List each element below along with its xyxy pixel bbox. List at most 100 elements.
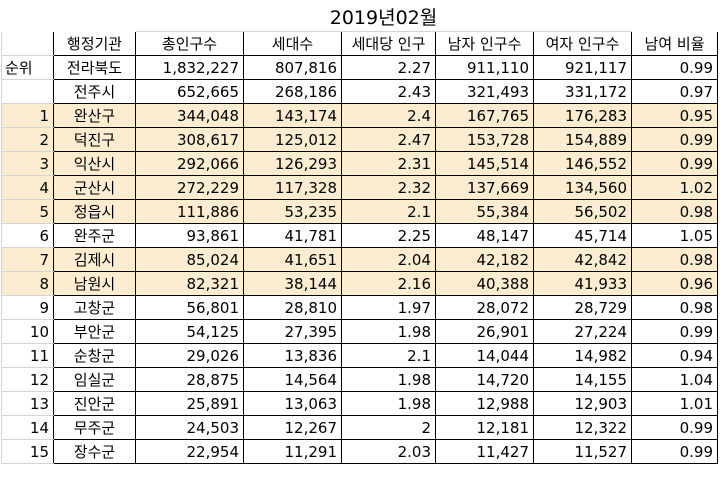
female-cell[interactable]: 331,172 <box>532 79 633 104</box>
ratio-cell[interactable]: 0.94 <box>631 343 719 368</box>
ratio-cell[interactable]: 0.98 <box>631 295 719 320</box>
header-households[interactable]: 세대수 <box>243 31 342 56</box>
ratio-cell[interactable]: 0.97 <box>631 79 719 104</box>
female-cell[interactable]: 134,560 <box>532 175 633 200</box>
org-cell[interactable]: 군산시 <box>53 175 136 200</box>
sheet-title[interactable]: 2019년02월 <box>134 0 633 32</box>
ratio-cell[interactable]: 0.99 <box>631 415 719 440</box>
ratio-cell[interactable]: 0.99 <box>631 55 719 80</box>
female-cell[interactable]: 27,224 <box>532 319 633 344</box>
ratio-cell[interactable]: 1.04 <box>631 367 719 392</box>
rank-cell[interactable] <box>1 79 54 104</box>
households-cell[interactable]: 53,235 <box>243 199 342 224</box>
total-cell[interactable]: 22,954 <box>135 439 244 464</box>
female-cell[interactable]: 56,502 <box>532 199 633 224</box>
male-cell[interactable]: 145,514 <box>435 151 534 176</box>
rank-cell[interactable]: 8 <box>1 271 54 296</box>
rank-cell[interactable]: 7 <box>1 247 54 272</box>
blank-cell[interactable] <box>631 0 719 32</box>
per-household-cell[interactable]: 2.1 <box>341 199 436 224</box>
rank-cell[interactable]: 순위 <box>1 55 54 80</box>
org-cell[interactable]: 완주군 <box>53 223 136 248</box>
male-cell[interactable]: 26,901 <box>435 319 534 344</box>
male-cell[interactable]: 11,427 <box>435 439 534 464</box>
rank-cell[interactable]: 15 <box>1 439 54 464</box>
total-cell[interactable]: 85,024 <box>135 247 244 272</box>
ratio-cell[interactable]: 1.01 <box>631 391 719 416</box>
org-cell[interactable]: 김제시 <box>53 247 136 272</box>
org-cell[interactable]: 완산구 <box>53 103 136 128</box>
male-cell[interactable]: 321,493 <box>435 79 534 104</box>
households-cell[interactable]: 13,836 <box>243 343 342 368</box>
households-cell[interactable]: 11,291 <box>243 439 342 464</box>
rank-cell[interactable]: 13 <box>1 391 54 416</box>
rank-cell[interactable]: 6 <box>1 223 54 248</box>
blank-cell[interactable] <box>1 0 54 32</box>
per-household-cell[interactable]: 2.1 <box>341 343 436 368</box>
male-cell[interactable]: 153,728 <box>435 127 534 152</box>
female-cell[interactable]: 146,552 <box>532 151 633 176</box>
female-cell[interactable]: 42,842 <box>532 247 633 272</box>
total-cell[interactable]: 308,617 <box>135 127 244 152</box>
female-cell[interactable]: 176,283 <box>532 103 633 128</box>
households-cell[interactable]: 27,395 <box>243 319 342 344</box>
ratio-cell[interactable]: 0.95 <box>631 103 719 128</box>
female-cell[interactable]: 14,155 <box>532 367 633 392</box>
rank-cell[interactable]: 14 <box>1 415 54 440</box>
org-cell[interactable]: 전라북도 <box>53 55 136 80</box>
households-cell[interactable]: 38,144 <box>243 271 342 296</box>
households-cell[interactable]: 126,293 <box>243 151 342 176</box>
total-cell[interactable]: 292,066 <box>135 151 244 176</box>
header-per-household[interactable]: 세대당 인구 <box>341 31 436 56</box>
org-cell[interactable]: 고창군 <box>53 295 136 320</box>
total-cell[interactable]: 652,665 <box>135 79 244 104</box>
female-cell[interactable]: 14,982 <box>532 343 633 368</box>
header-ratio[interactable]: 남여 비율 <box>631 31 719 56</box>
per-household-cell[interactable]: 2.32 <box>341 175 436 200</box>
rank-cell[interactable]: 3 <box>1 151 54 176</box>
households-cell[interactable]: 14,564 <box>243 367 342 392</box>
male-cell[interactable]: 28,072 <box>435 295 534 320</box>
male-cell[interactable]: 137,669 <box>435 175 534 200</box>
female-cell[interactable]: 921,117 <box>532 55 633 80</box>
ratio-cell[interactable]: 0.99 <box>631 127 719 152</box>
per-household-cell[interactable]: 2.47 <box>341 127 436 152</box>
households-cell[interactable]: 125,012 <box>243 127 342 152</box>
per-household-cell[interactable]: 2.4 <box>341 103 436 128</box>
male-cell[interactable]: 911,110 <box>435 55 534 80</box>
per-household-cell[interactable]: 2.43 <box>341 79 436 104</box>
households-cell[interactable]: 28,810 <box>243 295 342 320</box>
female-cell[interactable]: 45,714 <box>532 223 633 248</box>
ratio-cell[interactable]: 1.02 <box>631 175 719 200</box>
male-cell[interactable]: 14,044 <box>435 343 534 368</box>
header-male[interactable]: 남자 인구수 <box>435 31 534 56</box>
per-household-cell[interactable]: 1.98 <box>341 319 436 344</box>
total-cell[interactable]: 1,832,227 <box>135 55 244 80</box>
per-household-cell[interactable]: 2.31 <box>341 151 436 176</box>
org-cell[interactable]: 남원시 <box>53 271 136 296</box>
total-cell[interactable]: 25,891 <box>135 391 244 416</box>
per-household-cell[interactable]: 2.27 <box>341 55 436 80</box>
households-cell[interactable]: 13,063 <box>243 391 342 416</box>
female-cell[interactable]: 11,527 <box>532 439 633 464</box>
households-cell[interactable]: 117,328 <box>243 175 342 200</box>
per-household-cell[interactable]: 1.97 <box>341 295 436 320</box>
org-cell[interactable]: 익산시 <box>53 151 136 176</box>
households-cell[interactable]: 143,174 <box>243 103 342 128</box>
households-cell[interactable]: 807,816 <box>243 55 342 80</box>
total-cell[interactable]: 24,503 <box>135 415 244 440</box>
male-cell[interactable]: 12,181 <box>435 415 534 440</box>
households-cell[interactable]: 41,781 <box>243 223 342 248</box>
ratio-cell[interactable]: 0.98 <box>631 247 719 272</box>
per-household-cell[interactable]: 2.25 <box>341 223 436 248</box>
total-cell[interactable]: 344,048 <box>135 103 244 128</box>
header-total[interactable]: 총인구수 <box>135 31 244 56</box>
male-cell[interactable]: 55,384 <box>435 199 534 224</box>
per-household-cell[interactable]: 1.98 <box>341 367 436 392</box>
org-cell[interactable]: 정읍시 <box>53 199 136 224</box>
per-household-cell[interactable]: 2.03 <box>341 439 436 464</box>
rank-cell[interactable]: 11 <box>1 343 54 368</box>
ratio-cell[interactable]: 0.98 <box>631 199 719 224</box>
female-cell[interactable]: 41,933 <box>532 271 633 296</box>
female-cell[interactable]: 12,903 <box>532 391 633 416</box>
